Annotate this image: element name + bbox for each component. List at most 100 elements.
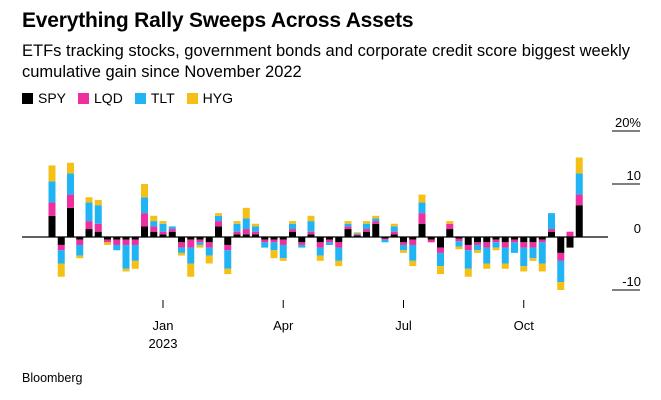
legend-label-lqd: LQD (94, 90, 123, 106)
bar-lqd (390, 231, 398, 235)
bar-tlt (353, 233, 361, 235)
bar-tlt (233, 223, 241, 232)
bar-hyg (150, 215, 158, 222)
bar-spy (575, 205, 583, 237)
legend-item-spy: SPY (22, 90, 66, 106)
legend-swatch-tlt (134, 92, 146, 104)
bar-tlt (76, 244, 84, 256)
bar-hyg (94, 199, 102, 206)
bar-lqd (409, 239, 417, 245)
bar-tlt (483, 247, 491, 264)
chart-subtitle: ETFs tracking stocks, government bonds a… (22, 42, 631, 81)
bar-hyg (400, 250, 407, 253)
bar-hyg (335, 260, 343, 267)
bar-spy (85, 229, 93, 237)
bar-hyg (446, 221, 454, 224)
bar-spy (104, 237, 111, 240)
bar-hyg (575, 157, 583, 174)
bar-spy (427, 237, 435, 240)
bar-hyg (187, 263, 195, 277)
bar-hyg (455, 246, 463, 250)
bar-tlt (122, 244, 130, 269)
bar-lqd (427, 239, 435, 243)
bar-lqd (307, 231, 315, 235)
bar-tlt (94, 205, 102, 224)
bar-tlt (492, 242, 500, 248)
bar-hyg (529, 258, 537, 261)
bar-lqd (94, 223, 102, 232)
bar-lqd (400, 242, 407, 245)
bar-tlt (224, 250, 232, 269)
bar-lqd (270, 239, 278, 243)
bar-tlt (289, 223, 296, 230)
bar-lqd (159, 231, 167, 235)
bar-tlt (418, 202, 426, 214)
bar-spy (548, 231, 555, 237)
bar-tlt (150, 221, 158, 227)
y-tick-label: 0 (634, 221, 641, 236)
bar-lqd (242, 229, 250, 235)
bar-spy (474, 237, 481, 243)
bar-tlt (48, 181, 56, 203)
bar-hyg (76, 255, 84, 259)
bar-tlt (474, 244, 481, 251)
bar-tlt (557, 260, 565, 283)
bar-hyg (131, 260, 139, 269)
bar-lqd (168, 229, 176, 232)
bar-hyg (353, 232, 361, 234)
bar-tlt (159, 223, 167, 232)
bar-lqd (298, 242, 306, 245)
bar-hyg (270, 250, 278, 259)
bar-hyg (215, 213, 222, 216)
bar-spy (307, 234, 315, 237)
bar-hyg (437, 266, 444, 275)
bar-lqd (289, 229, 296, 232)
bar-tlt (335, 247, 343, 261)
bar-lqd (381, 238, 389, 240)
bar-lqd (353, 234, 361, 236)
bar-tlt (270, 242, 278, 251)
bar-tlt (575, 173, 583, 195)
bar-lqd (224, 244, 232, 251)
bar-tlt (344, 223, 352, 227)
bar-hyg (418, 194, 426, 203)
bar-spy (492, 237, 500, 240)
bar-spy (363, 231, 370, 237)
bar-tlt (252, 226, 259, 232)
bar-tlt (316, 247, 324, 256)
bar-spy (76, 237, 84, 240)
x-tick-label: Apr (273, 318, 294, 333)
bar-hyg (501, 263, 509, 269)
bar-spy (215, 226, 222, 237)
legend-label-tlt: TLT (150, 90, 175, 106)
legend-swatch-lqd (78, 92, 90, 104)
x-tick-label: Jul (395, 318, 412, 333)
bar-spy (529, 237, 537, 243)
bar-spy (372, 223, 380, 237)
chart-title: Everything Rally Sweeps Across Assets (22, 9, 414, 32)
bar-lqd (113, 239, 121, 245)
legend-label-spy: SPY (38, 90, 67, 106)
bar-lqd (464, 244, 472, 251)
bar-tlt (131, 244, 139, 261)
legend: SPY LQD TLT HYG (22, 90, 233, 106)
bar-hyg (520, 266, 528, 272)
bar-spy (464, 237, 472, 245)
bar-lqd (104, 239, 111, 243)
bar-tlt (520, 247, 528, 267)
bar-lqd (205, 242, 213, 248)
bar-tlt (548, 213, 555, 230)
bar-spy (233, 234, 241, 237)
bar-spy (94, 231, 102, 237)
bar-lqd (141, 213, 148, 227)
bar-lqd (48, 202, 56, 216)
bar-tlt (409, 244, 417, 261)
bar-tlt (437, 252, 444, 267)
bar-spy (316, 237, 324, 243)
bar-hyg (279, 258, 287, 261)
y-tick-label: -10 (622, 274, 641, 289)
bar-spy (261, 237, 269, 240)
bar-spy (196, 237, 204, 240)
bar-lqd (344, 226, 352, 230)
bar-spy (400, 237, 407, 243)
